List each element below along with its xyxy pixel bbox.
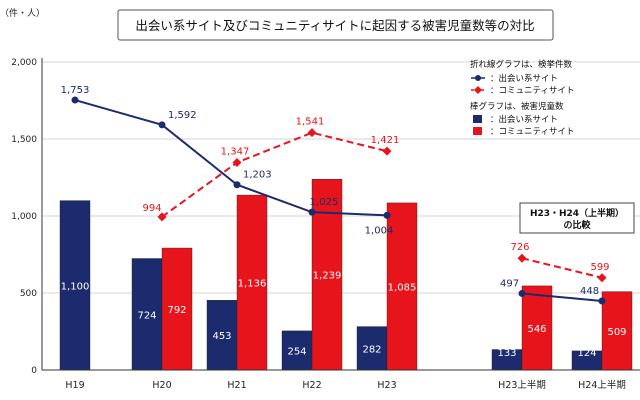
bar-label-comm-1: 792: [167, 305, 186, 316]
x-tick-label-0: H19: [65, 380, 84, 391]
x-tick-label-3: H22: [302, 380, 321, 391]
bar-comm-4: [386, 202, 418, 371]
point-comm-5: [517, 253, 527, 263]
legend-line-deai: ：出会い系サイト: [490, 73, 558, 84]
y-tick-label-1000: 1,000: [11, 212, 37, 222]
legend-line-title: 折れ線グラフは、検挙件数: [470, 59, 573, 70]
x-tick-label-5: H23上半期: [498, 379, 546, 391]
line-label-comm-1: 994: [142, 203, 161, 214]
point-deai-2: [233, 181, 241, 189]
point-comm-4: [382, 146, 392, 156]
legend-bar-swatch-comm: [473, 127, 482, 135]
line-label-deai-5: 497: [500, 278, 519, 289]
legend-line-marker-comm: [474, 86, 482, 94]
y-tick-label-0: 0: [31, 366, 37, 376]
annotation-box: [519, 202, 635, 234]
lines: [71, 96, 607, 305]
legend-line-marker-deai: [475, 75, 481, 81]
bar-label-deai-4: 282: [362, 344, 381, 355]
bar-comm-2: [236, 194, 268, 371]
line-label-comm-4: 1,421: [371, 135, 400, 146]
point-comm-6: [597, 273, 607, 283]
bar-comm-5: [521, 285, 553, 371]
line-label-comm-6: 599: [590, 262, 609, 273]
bar-label-comm-2: 1,136: [238, 279, 267, 290]
bar-label-deai-5: 133: [497, 348, 516, 359]
line-label-deai-4: 1,004: [365, 225, 394, 236]
line-label-deai-0: 1,753: [61, 85, 90, 96]
y-axis-label: （件・人）: [0, 7, 45, 19]
point-comm-2: [232, 158, 242, 168]
point-comm-1: [157, 212, 167, 222]
line-comm-half: [521, 257, 603, 279]
bar-label-comm-6: 509: [607, 327, 626, 338]
bar-label-comm-5: 546: [527, 324, 546, 335]
bar-deai-2: [206, 300, 238, 371]
bar-label-deai-6: 124: [577, 348, 596, 359]
bar-label-deai-3: 254: [287, 346, 306, 357]
legend: 折れ線グラフは、検挙件数 ：出会い系サイト ：コミュニティサイト 棒グラフは、被…: [470, 59, 575, 137]
line-label-deai-1: 1,592: [168, 110, 197, 121]
bar-comm-6: [601, 291, 633, 371]
bar-label-comm-3: 1,239: [313, 271, 342, 282]
point-deai-3: [308, 208, 316, 216]
data-labels: 1,100 724 792 453 1,136 254 1,239 282 1,085 133 54…: [61, 85, 627, 359]
chart-title: 出会い系サイト及びコミュニティサイトに起因する被害児童数等の対比: [135, 18, 534, 33]
annotation-text: H23・H24（上半期）の比較: [530, 207, 624, 231]
x-tick-label-4: H23: [377, 380, 396, 391]
point-comm-3: [307, 128, 317, 138]
point-deai-4: [383, 211, 391, 219]
line-label-comm-2: 1,347: [221, 147, 250, 158]
point-deai-5: [518, 289, 526, 297]
y-tick-label-500: 500: [20, 289, 37, 299]
legend-bar-deai: ：出会い系サイト: [490, 114, 558, 125]
annotation-line-1: の比較: [563, 219, 591, 231]
axes: 0 500 1,000 1,500 2,000 H19 H20 H21 H22 H23 H23上半期…: [11, 58, 640, 391]
legend-bar-comm: ：コミュニティサイト: [490, 127, 575, 137]
line-label-deai-3: 1,025: [310, 197, 339, 208]
y-tick-label-2000: 2,000: [11, 58, 37, 68]
x-tick-label-6: H24上半期: [578, 379, 626, 391]
bar-label-comm-4: 1,085: [388, 282, 417, 293]
point-deai-6: [598, 297, 606, 305]
line-comm-main: [161, 131, 388, 218]
bar-deai-3: [281, 330, 313, 371]
point-deai-0: [71, 96, 79, 104]
legend-line-comm: ：コミュニティサイト: [490, 86, 575, 96]
bar-label-deai-0: 1,100: [61, 281, 90, 292]
x-tick-label-1: H20: [152, 380, 171, 391]
bar-deai-1: [131, 258, 163, 371]
line-label-comm-3: 1,541: [296, 117, 325, 128]
bars: [59, 178, 633, 371]
bar-label-deai-1: 724: [137, 310, 156, 321]
bar-label-deai-2: 453: [212, 331, 231, 342]
legend-bar-swatch-deai: [473, 115, 482, 123]
title-box: [117, 9, 554, 41]
line-label-deai-2: 1,203: [243, 170, 272, 181]
x-tick-label-2: H21: [227, 380, 246, 391]
legend-bar-title: 棒グラフは、被害児童数: [470, 101, 564, 112]
bar-comm-3: [311, 178, 343, 371]
line-deai-half: [521, 292, 603, 303]
point-deai-1: [158, 121, 166, 129]
line-label-deai-6: 448: [580, 286, 599, 297]
y-tick-label-1500: 1,500: [11, 135, 37, 145]
line-label-comm-5: 726: [510, 242, 529, 253]
bar-deai-4: [356, 326, 388, 371]
bar-comm-1: [161, 247, 193, 371]
annotation-line-0: H23・H24（上半期）: [530, 207, 624, 219]
